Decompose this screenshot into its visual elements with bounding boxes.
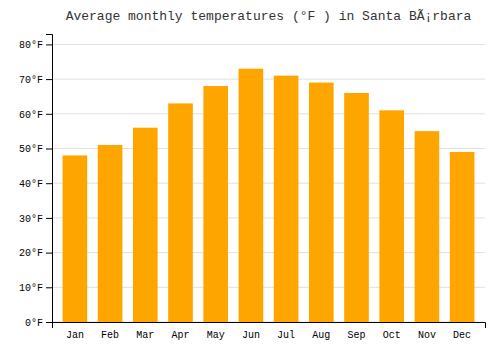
grid-line bbox=[52, 79, 485, 80]
bar bbox=[239, 69, 264, 322]
bar bbox=[98, 145, 123, 322]
bar bbox=[274, 76, 299, 322]
tick-label: 10°F bbox=[19, 283, 43, 294]
bar bbox=[309, 83, 334, 322]
tick: Aug bbox=[312, 330, 330, 341]
tick-label: 60°F bbox=[19, 110, 43, 121]
tick: Sep bbox=[348, 330, 366, 341]
tick: Jul bbox=[277, 330, 295, 341]
tick-label: 20°F bbox=[19, 248, 43, 259]
tick-label: 0°F bbox=[25, 318, 43, 329]
grid-line bbox=[52, 44, 485, 45]
tick-mark bbox=[46, 218, 52, 219]
tick-label: Mar bbox=[136, 330, 154, 341]
bar bbox=[133, 128, 158, 322]
tick-label: Jun bbox=[242, 330, 260, 341]
tick-label: Aug bbox=[312, 330, 330, 341]
bar bbox=[168, 103, 193, 322]
tick: Jan bbox=[66, 330, 84, 341]
tick-mark bbox=[46, 114, 52, 115]
tick-label: 80°F bbox=[19, 40, 43, 51]
tick-label: Jul bbox=[277, 330, 295, 341]
tick-mark bbox=[46, 183, 52, 184]
tick: Oct bbox=[383, 330, 401, 341]
tick-label: 50°F bbox=[19, 144, 43, 155]
tick: 50°F bbox=[19, 144, 52, 155]
tick-label: Jan bbox=[66, 330, 84, 341]
tick-label: May bbox=[207, 330, 225, 341]
bar bbox=[344, 93, 369, 322]
tick: Apr bbox=[171, 330, 189, 341]
axis-line bbox=[53, 323, 486, 329]
bar bbox=[379, 110, 404, 322]
tick-mark bbox=[46, 322, 52, 323]
tick-label: 70°F bbox=[19, 75, 43, 86]
tick-label: Oct bbox=[383, 330, 401, 341]
tick: 70°F bbox=[19, 75, 52, 86]
tick-label: Apr bbox=[171, 330, 189, 341]
bar bbox=[450, 152, 475, 322]
tick-mark bbox=[46, 287, 52, 288]
tick: Dec bbox=[453, 330, 471, 341]
tick: 20°F bbox=[19, 248, 52, 259]
tick: 30°F bbox=[19, 214, 52, 225]
tick-label: 40°F bbox=[19, 179, 43, 190]
tick-label: Feb bbox=[101, 330, 119, 341]
chart: 0°F 10°F 20°F 30°F 40°F 50°F 60°F 70°F 80°F Jan Fe… bbox=[0, 0, 500, 350]
tick: May bbox=[207, 330, 225, 341]
grid-line bbox=[52, 113, 485, 114]
tick: 0°F bbox=[25, 318, 52, 329]
bar bbox=[203, 86, 228, 322]
axis-line bbox=[46, 35, 53, 323]
tick-label: Nov bbox=[418, 330, 436, 341]
tick-mark bbox=[46, 149, 52, 150]
tick: Jun bbox=[242, 330, 260, 341]
tick-mark bbox=[46, 44, 52, 45]
tick: 40°F bbox=[19, 179, 52, 190]
tick-mark bbox=[46, 79, 52, 80]
plot-area bbox=[63, 69, 475, 322]
y-axis: 0°F 10°F 20°F 30°F 40°F 50°F 60°F 70°F 80°F bbox=[19, 35, 53, 329]
x-axis: Jan Feb Mar Apr May Jun Jul Aug Sep Oct Nov Dec bbox=[53, 323, 486, 342]
title: Average monthly temperatures (°F ) in Sa… bbox=[66, 9, 472, 24]
bar bbox=[63, 155, 88, 322]
bar bbox=[415, 131, 440, 322]
tick-mark bbox=[46, 253, 52, 254]
tick: Feb bbox=[101, 330, 119, 341]
tick-label: 30°F bbox=[19, 214, 43, 225]
tick: 80°F bbox=[19, 40, 52, 51]
tick-label: Sep bbox=[348, 330, 366, 341]
grid bbox=[52, 44, 485, 322]
tick-label: Dec bbox=[453, 330, 471, 341]
tick: 60°F bbox=[19, 110, 52, 121]
tick: 10°F bbox=[19, 283, 52, 294]
tick: Mar bbox=[136, 330, 154, 341]
tick: Nov bbox=[418, 330, 436, 341]
